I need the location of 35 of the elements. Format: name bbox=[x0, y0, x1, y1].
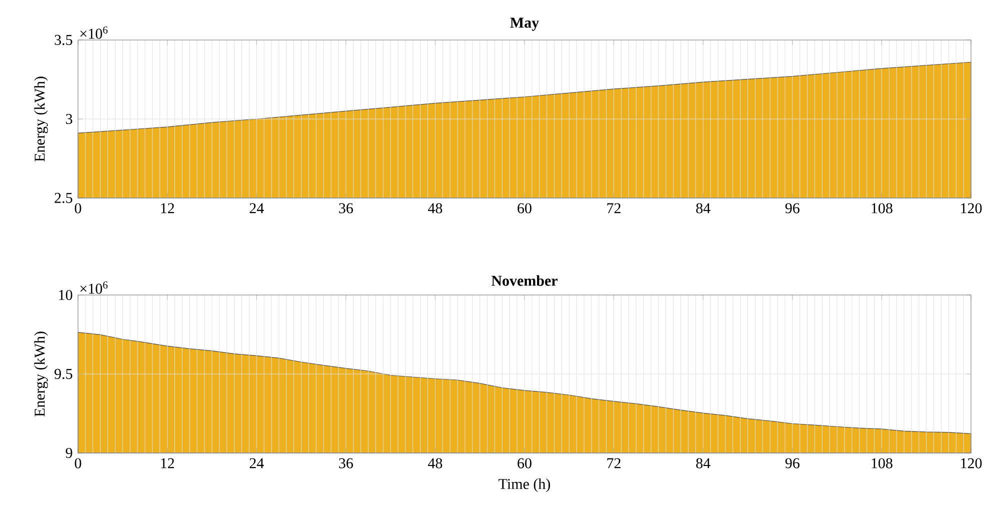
x-tick-label: 120 bbox=[961, 458, 982, 468]
x-tick-label: 36 bbox=[339, 203, 353, 214]
chart-title: May bbox=[510, 18, 539, 31]
x-tick-label: 0 bbox=[74, 203, 82, 214]
x-tick-label: 84 bbox=[696, 458, 710, 468]
x-tick-label: 108 bbox=[872, 203, 892, 214]
x-tick-label: 12 bbox=[161, 458, 174, 468]
y-tick-label: 10 bbox=[59, 290, 72, 300]
x-tick-label: 96 bbox=[785, 203, 800, 214]
x-axis-title: Time (h) bbox=[498, 478, 550, 492]
x-tick-label: 48 bbox=[428, 458, 442, 468]
text: ×10$^{6}$ bbox=[80, 26, 108, 39]
y-tick-label: 3 bbox=[66, 114, 72, 124]
x-tick-label: 72 bbox=[607, 458, 620, 468]
x-tick-label: 60 bbox=[518, 203, 532, 214]
x-tick-label: 96 bbox=[785, 458, 800, 468]
y-tick-label: 9.5 bbox=[54, 368, 72, 380]
x-tick-label: 84 bbox=[696, 203, 710, 214]
y-tick-label: 2.5 bbox=[54, 192, 72, 204]
y-tick-label: 9 bbox=[66, 448, 72, 458]
x-tick-label: 36 bbox=[339, 458, 353, 468]
x-tick-label: 48 bbox=[428, 203, 442, 214]
x-tick-label: 24 bbox=[250, 458, 264, 468]
x-tick-label: 120 bbox=[961, 203, 982, 214]
y-tick-label: 3.5 bbox=[54, 34, 72, 46]
x-tick-label: 72 bbox=[607, 203, 620, 214]
x-tick-label: 108 bbox=[872, 458, 892, 468]
x-tick-label: 24 bbox=[250, 203, 264, 214]
x-tick-label: 60 bbox=[518, 458, 532, 468]
y-axis-title: Energy (kWh) bbox=[34, 332, 48, 417]
x-tick-label: 12 bbox=[161, 203, 174, 214]
text: ×10$^{6}$ bbox=[80, 281, 108, 294]
x-tick-label: 0 bbox=[74, 458, 82, 468]
y-axis-title: Energy (kWh) bbox=[34, 76, 48, 162]
chart-title: November bbox=[491, 275, 558, 286]
